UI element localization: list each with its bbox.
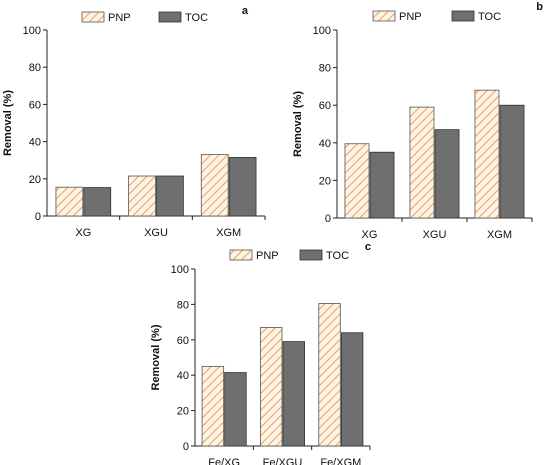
bar-pnp-fe-xgu [260,327,283,447]
bar-pnp-xgu [409,106,435,219]
bar-pnp-xgm [474,89,500,219]
bar-toc-xgm [228,157,257,217]
y-tick-label: 0 [183,441,189,453]
bar-toc-fe-xgm [340,332,364,447]
legend-swatch-pnp [81,11,105,23]
bar-toc-xgm [499,104,525,219]
bar-toc-xg [83,187,112,217]
y-tick-label: 0 [35,211,41,223]
y-tick-label: 40 [177,370,189,382]
chart-panel-a: 0 20 40 60 80 100 Removal (%) XG XGU XGM PNP TOC a [2,5,266,239]
y-tick-label: 60 [319,100,331,112]
bar-toc-fe-xgu [282,341,305,447]
legend-swatch-toc [158,11,182,23]
legend-swatch-toc [299,249,323,261]
legend-swatch-toc [451,10,475,22]
y-tick-label: 80 [29,62,41,74]
x-tick-label: XG [75,227,91,239]
x-tick-label: Fe/XG [208,457,240,465]
legend-label-pnp: PNP [108,12,131,24]
x-tick-label: XGU [423,229,447,241]
y-tick-label: 80 [177,299,189,311]
legend-swatch-pnp [372,10,396,22]
y-tick-label: 80 [319,63,331,75]
bar-pnp-xgu [128,175,156,217]
y-tick-label: 100 [171,264,189,276]
legend: PNP TOC [81,11,208,24]
legend-label-toc: TOC [185,12,208,24]
legend-label-pnp: PNP [399,11,422,23]
x-tick-label: XGM [487,229,512,241]
legend-label-toc: TOC [326,250,349,262]
x-tick-label: Fe/XGM [320,457,361,465]
y-tick-label: 40 [29,137,41,149]
y-axis-title: Removal (%) [2,90,14,156]
bar-toc-xg [369,151,395,219]
legend-label-pnp: PNP [256,250,279,262]
bar-pnp-xg [55,186,84,217]
x-tick-label: XGM [216,227,241,239]
legend-label-toc: TOC [478,11,501,23]
bar-toc-xgu [434,129,460,219]
y-tick-label: 20 [29,174,41,186]
chart-panel-c: 0 20 40 60 80 100 Removal (%) Fe/XG Fe/XGU Fe/XGM… [150,241,371,465]
bar-pnp-fe-xgm [318,303,341,447]
bar-toc-xgu [156,175,184,217]
bar-pnp-xgm [200,154,229,217]
y-axis-title: Removal (%) [292,91,304,157]
y-tick-label: 0 [325,213,331,225]
bar-toc-fe-xg [224,372,247,447]
bar-pnp-fe-xg [201,365,225,447]
y-tick-label: 20 [177,406,189,418]
y-tick-label: 40 [319,138,331,150]
x-tick-label: Fe/XGU [263,457,303,465]
y-tick-label: 60 [29,99,41,111]
panel-label: c [365,241,371,253]
y-axis-title: Removal (%) [150,324,162,390]
legend: PNP TOC [229,249,349,262]
panel-label: b [536,1,543,13]
bar-pnp-xg [344,143,370,219]
y-tick-label: 20 [319,175,331,187]
x-tick-label: XGU [144,227,168,239]
legend-swatch-pnp [229,249,253,261]
x-tick-label: XG [362,229,378,241]
y-tick-label: 100 [313,25,331,37]
y-tick-label: 60 [177,335,189,347]
y-tick-label: 100 [23,25,41,37]
chart-panel-b: 0 20 40 60 80 100 Removal (%) XG XGU XGM PNP TOC b [292,1,543,241]
legend: PNP TOC [372,10,501,23]
panel-label: a [242,5,249,17]
